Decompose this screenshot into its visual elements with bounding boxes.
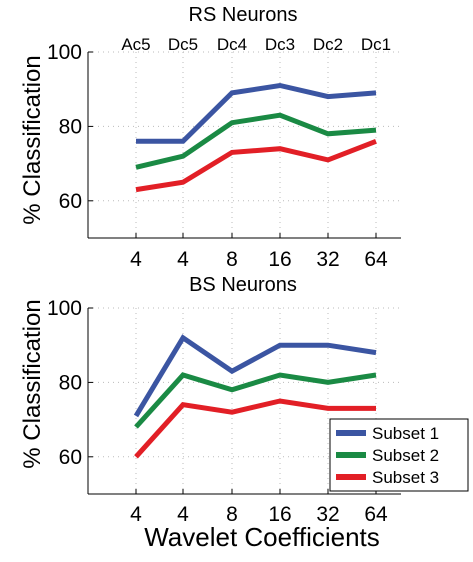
y-tick-labels: 60 80 100 bbox=[47, 297, 93, 469]
x-tick-label: 16 bbox=[268, 503, 291, 526]
top-tick-label: Dc4 bbox=[217, 35, 247, 54]
top-tick-label: Dc2 bbox=[313, 35, 343, 54]
bs-neurons-chart: BS Neurons % Classification 60 80 100 4 4 8 1… bbox=[19, 274, 469, 552]
legend-label: Subset 2 bbox=[372, 446, 439, 465]
series-line-subset-3 bbox=[135, 138, 377, 193]
top-tick-label: Ac5 bbox=[121, 35, 150, 54]
legend-label: Subset 1 bbox=[372, 424, 439, 443]
x-tick-label: 4 bbox=[177, 503, 189, 526]
x-tick-label: 8 bbox=[226, 248, 238, 271]
legend-label: Subset 3 bbox=[372, 468, 439, 487]
x-tick-labels: 4 4 8 16 32 64 bbox=[130, 233, 388, 271]
rs-neurons-chart: RS Neurons % Classification 60 80 100 4 4 8 1… bbox=[19, 4, 401, 271]
series-line-subset-3 bbox=[134, 398, 376, 459]
y-tick-labels: 60 80 100 bbox=[47, 41, 93, 213]
y-tick-label: 80 bbox=[59, 371, 82, 394]
top-tick-label: Dc5 bbox=[168, 35, 198, 54]
x-axis-label: Wavelet Coefficients bbox=[144, 522, 380, 552]
top-tick-labels: Ac5 Dc5 Dc4 Dc3 Dc2 Dc1 bbox=[121, 35, 391, 54]
y-axis-label: % Classification bbox=[19, 55, 46, 224]
y-tick-label: 80 bbox=[59, 115, 82, 138]
y-axis-label: % Classification bbox=[19, 299, 46, 468]
x-tick-label: 4 bbox=[130, 503, 142, 526]
top-tick-label: Dc1 bbox=[361, 35, 391, 54]
x-tick-label: 64 bbox=[364, 248, 388, 271]
x-tick-label: 4 bbox=[177, 248, 189, 271]
legend: Subset 1 Subset 2 Subset 3 bbox=[329, 418, 469, 492]
x-tick-label: 64 bbox=[364, 503, 388, 526]
series-line-subset-1 bbox=[136, 82, 377, 144]
y-tick-label: 100 bbox=[47, 41, 82, 64]
series-line-subset-1 bbox=[133, 334, 377, 418]
y-tick-label: 60 bbox=[59, 446, 82, 469]
series-lines bbox=[135, 82, 377, 193]
x-tick-label: 16 bbox=[268, 248, 291, 271]
x-tick-labels: 4 4 8 16 32 64 bbox=[130, 489, 388, 526]
chart-title: RS Neurons bbox=[189, 4, 298, 26]
grid-lines bbox=[88, 51, 401, 238]
x-tick-label: 32 bbox=[316, 503, 339, 526]
series-line-subset-2 bbox=[134, 372, 377, 429]
x-tick-label: 32 bbox=[316, 248, 339, 271]
top-tick-label: Dc3 bbox=[265, 35, 295, 54]
series-lines bbox=[133, 334, 377, 459]
x-tick-label: 8 bbox=[226, 503, 238, 526]
x-tick-label: 4 bbox=[130, 248, 142, 271]
plot-frame bbox=[88, 52, 401, 238]
y-tick-label: 100 bbox=[47, 297, 82, 320]
chart-title: BS Neurons bbox=[189, 274, 297, 296]
series-line-subset-2 bbox=[135, 112, 377, 170]
y-tick-label: 60 bbox=[59, 190, 82, 213]
